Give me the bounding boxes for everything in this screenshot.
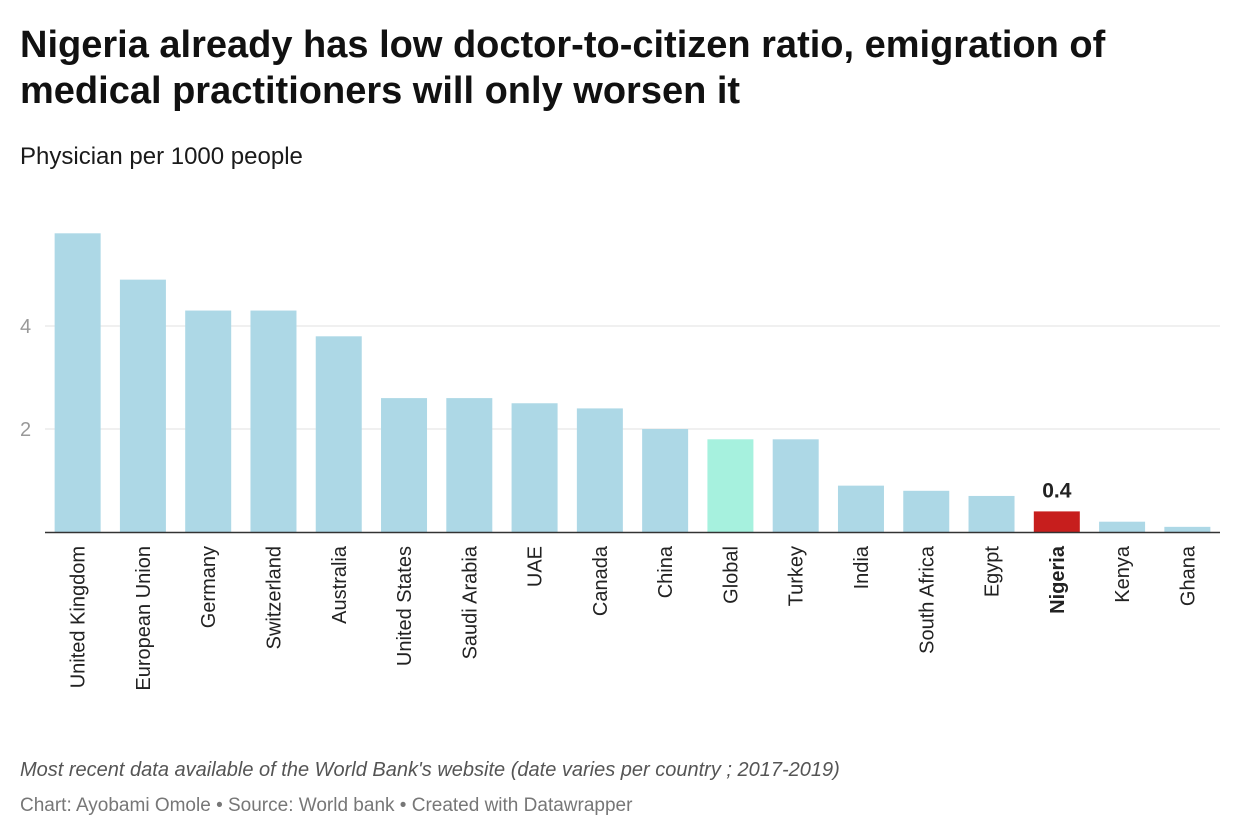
x-tick-label: India bbox=[851, 545, 873, 589]
x-tick-label: Germany bbox=[198, 546, 220, 628]
chart-subtitle: Physician per 1000 people bbox=[20, 143, 303, 170]
bar-china bbox=[642, 429, 689, 532]
x-tick-label: United Kingdom bbox=[68, 546, 90, 688]
x-tick-label: United States bbox=[394, 546, 416, 666]
data-label: 0.4 bbox=[1042, 479, 1072, 502]
bar-india bbox=[837, 485, 884, 532]
bar-turkey bbox=[772, 439, 819, 532]
x-tick-label: Ghana bbox=[1177, 545, 1199, 606]
x-tick-label: Australia bbox=[329, 545, 351, 624]
x-tick-label: Switzerland bbox=[263, 546, 285, 649]
x-tick-label: Turkey bbox=[786, 546, 808, 606]
x-tick-label: UAE bbox=[525, 546, 547, 587]
x-tick-label: South Africa bbox=[916, 545, 938, 654]
bar-south-africa bbox=[903, 490, 950, 532]
bar-germany bbox=[185, 310, 232, 532]
y-tick-label: 4 bbox=[20, 316, 31, 338]
bar-uae bbox=[511, 403, 558, 532]
chart-credits: Chart: Ayobami Omole • Source: World ban… bbox=[20, 795, 633, 816]
x-tick-label: Saudi Arabia bbox=[459, 545, 481, 659]
bar-ghana bbox=[1164, 526, 1211, 532]
x-tick-label: Global bbox=[720, 546, 742, 604]
bar-nigeria bbox=[1033, 511, 1080, 532]
y-tick-label: 2 bbox=[20, 419, 31, 441]
chart-title: Nigeria already has low doctor-to-citize… bbox=[20, 24, 1106, 112]
x-tick-label: Egypt bbox=[982, 546, 1004, 598]
bar-kenya bbox=[1099, 521, 1146, 532]
bar-australia bbox=[315, 336, 362, 532]
bar-egypt bbox=[968, 495, 1015, 532]
chart-footnote: Most recent data available of the World … bbox=[20, 759, 840, 781]
x-tick-label: Nigeria bbox=[1047, 545, 1069, 614]
bar-canada bbox=[576, 408, 623, 532]
bar-united-states bbox=[381, 398, 428, 532]
x-tick-label: Kenya bbox=[1112, 545, 1134, 603]
x-tick-label: China bbox=[655, 545, 677, 598]
bar-european-union bbox=[119, 279, 166, 532]
x-tick-label: European Union bbox=[133, 546, 155, 691]
x-tick-label: Canada bbox=[590, 545, 612, 616]
bar-global bbox=[707, 439, 754, 532]
bar-united-kingdom bbox=[54, 233, 101, 533]
bar-switzerland bbox=[250, 310, 297, 532]
bar-saudi-arabia bbox=[446, 398, 493, 532]
